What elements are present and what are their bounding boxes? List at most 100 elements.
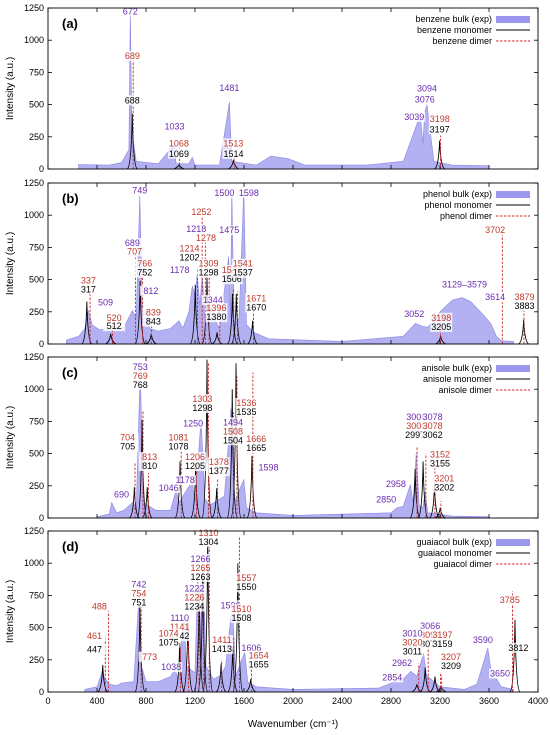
label-bg bbox=[178, 252, 201, 263]
peak-label: 1506 bbox=[222, 274, 242, 284]
y-tick-label: 1000 bbox=[24, 210, 44, 220]
label-bg bbox=[428, 113, 451, 124]
label-bg bbox=[421, 430, 444, 441]
peak-label: 742 bbox=[131, 580, 146, 590]
label-bg bbox=[167, 432, 190, 443]
label-bg bbox=[484, 225, 507, 236]
peak-label: 1278 bbox=[196, 233, 216, 243]
peak-label: 317 bbox=[81, 284, 96, 294]
monomer-peak bbox=[247, 320, 258, 345]
legend-swatch bbox=[496, 191, 530, 198]
peak-label: 768 bbox=[133, 380, 148, 390]
peak-label: 1266 bbox=[190, 554, 210, 564]
peak-label: 812 bbox=[143, 286, 158, 296]
peak-label: 1202 bbox=[179, 252, 199, 262]
label-bg bbox=[440, 660, 463, 671]
label-bg bbox=[184, 461, 206, 472]
label-bg bbox=[103, 312, 126, 323]
label-bg bbox=[201, 294, 224, 305]
legend-label: benzene monomer bbox=[417, 25, 492, 35]
peak-label: 1670 bbox=[246, 303, 266, 313]
label-bg bbox=[430, 321, 453, 332]
peak-label: 1222 bbox=[184, 584, 204, 594]
label-bg bbox=[230, 604, 253, 615]
label-bg bbox=[157, 628, 180, 639]
peak-label: 749 bbox=[132, 185, 147, 195]
label-bg bbox=[218, 225, 241, 236]
peak-label: 1206 bbox=[185, 452, 205, 462]
peak-label: 1655 bbox=[249, 660, 269, 670]
y-axis-label: Intensity (a.u.) bbox=[5, 57, 16, 120]
peak-label: 3198 bbox=[431, 313, 451, 323]
peak-label: 1218 bbox=[186, 224, 206, 234]
y-tick-label: 1250 bbox=[24, 3, 44, 13]
peak-label: 3079 bbox=[420, 639, 440, 649]
peak-label: 3062 bbox=[423, 430, 443, 440]
label-bg bbox=[375, 494, 398, 505]
label-bg bbox=[429, 449, 451, 460]
label-bg bbox=[498, 595, 521, 606]
y-tick-label: 750 bbox=[29, 416, 44, 426]
label-bg bbox=[157, 482, 180, 493]
y-tick-label: 1000 bbox=[24, 558, 44, 568]
peak-label: 1234 bbox=[184, 602, 204, 612]
label-bg bbox=[416, 83, 439, 94]
peak-label: 1046 bbox=[159, 483, 179, 493]
monomer-peak bbox=[105, 333, 116, 345]
peak-label: 1550 bbox=[236, 582, 256, 592]
y-tick-label: 1000 bbox=[24, 384, 44, 394]
y-tick-label: 1250 bbox=[24, 178, 44, 188]
peak-label: 1214 bbox=[179, 243, 199, 253]
label-bg bbox=[245, 443, 268, 454]
bulk-spectrum bbox=[78, 10, 490, 170]
monomer-peak bbox=[228, 159, 239, 170]
panel-label: (d) bbox=[62, 539, 79, 554]
peak-label: 689 bbox=[125, 238, 140, 248]
label-bg bbox=[403, 112, 426, 123]
label-bg bbox=[384, 479, 407, 490]
peak-label: 1513 bbox=[223, 138, 243, 148]
label-bg bbox=[235, 406, 258, 417]
label-bg bbox=[191, 394, 214, 405]
label-bg bbox=[160, 662, 183, 673]
peak-label: 752 bbox=[137, 268, 152, 278]
label-bg bbox=[404, 430, 427, 441]
label-bg bbox=[440, 651, 463, 662]
label-bg bbox=[138, 651, 161, 662]
peak-label: 1606 bbox=[241, 643, 261, 653]
monomer-peak bbox=[226, 389, 238, 519]
peak-label: 1666 bbox=[246, 434, 266, 444]
label-bg bbox=[168, 613, 191, 624]
peak-label: 1298 bbox=[192, 403, 212, 413]
label-bg bbox=[110, 489, 133, 500]
peak-label: 3702 bbox=[485, 225, 505, 235]
peak-label: 1494 bbox=[223, 417, 243, 427]
label-bg bbox=[221, 435, 244, 446]
label-bg bbox=[189, 571, 212, 582]
monomer-peak bbox=[141, 487, 153, 519]
label-bg bbox=[245, 302, 268, 313]
label-bg bbox=[163, 121, 186, 132]
label-bg bbox=[403, 308, 426, 319]
legend-label: phenol bulk (exp) bbox=[423, 189, 492, 199]
y-axis-label: Intensity (a.u.) bbox=[5, 406, 16, 469]
monomer-peak bbox=[189, 284, 201, 345]
peak-label: 1396 bbox=[206, 303, 226, 313]
peak-label: 1504 bbox=[223, 435, 243, 445]
peak-label: 3614 bbox=[485, 292, 505, 302]
y-tick-label: 1000 bbox=[24, 35, 44, 45]
x-tick-label: 3200 bbox=[430, 696, 450, 706]
label-bg bbox=[419, 638, 442, 649]
label-bg bbox=[210, 635, 233, 646]
peak-label: 1081 bbox=[168, 433, 188, 443]
monomer-peak bbox=[215, 663, 227, 693]
x-tick-label: 2000 bbox=[283, 696, 303, 706]
label-bg bbox=[167, 441, 190, 452]
label-bg bbox=[429, 458, 451, 469]
label-bg bbox=[218, 83, 241, 94]
peak-label: 3209 bbox=[441, 661, 461, 671]
label-bg bbox=[484, 292, 507, 303]
label-bg bbox=[235, 582, 258, 593]
